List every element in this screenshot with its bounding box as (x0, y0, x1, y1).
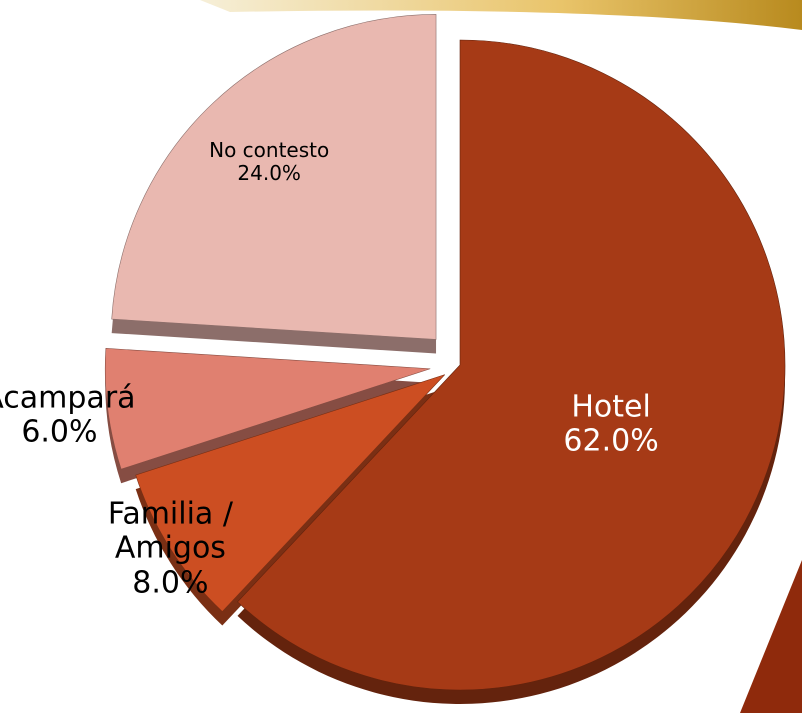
slice-label: Hotel 62.0% (526, 390, 696, 459)
slice (135, 374, 446, 612)
decor-band (200, 0, 802, 30)
value-label: 62.0% (563, 423, 659, 459)
category-label: No contesto (209, 137, 330, 162)
value-label: 8.0% (132, 565, 209, 601)
slice-label: Familia / Amigos 8.0% (85, 496, 255, 601)
value-label: 6.0% (21, 414, 98, 450)
value-label: 24.0% (237, 160, 301, 185)
category-label: Acampará (0, 380, 136, 416)
pie (105, 14, 786, 704)
slice (237, 39, 786, 691)
slice-label: Acampará6.0% (0, 381, 144, 450)
category-label: Familia / Amigos (107, 496, 233, 566)
slice (105, 348, 431, 470)
slice-label: No contesto 24.0% (184, 137, 354, 185)
slice (111, 14, 437, 340)
decor-corner (740, 560, 802, 713)
category-label: Hotel (571, 389, 651, 425)
